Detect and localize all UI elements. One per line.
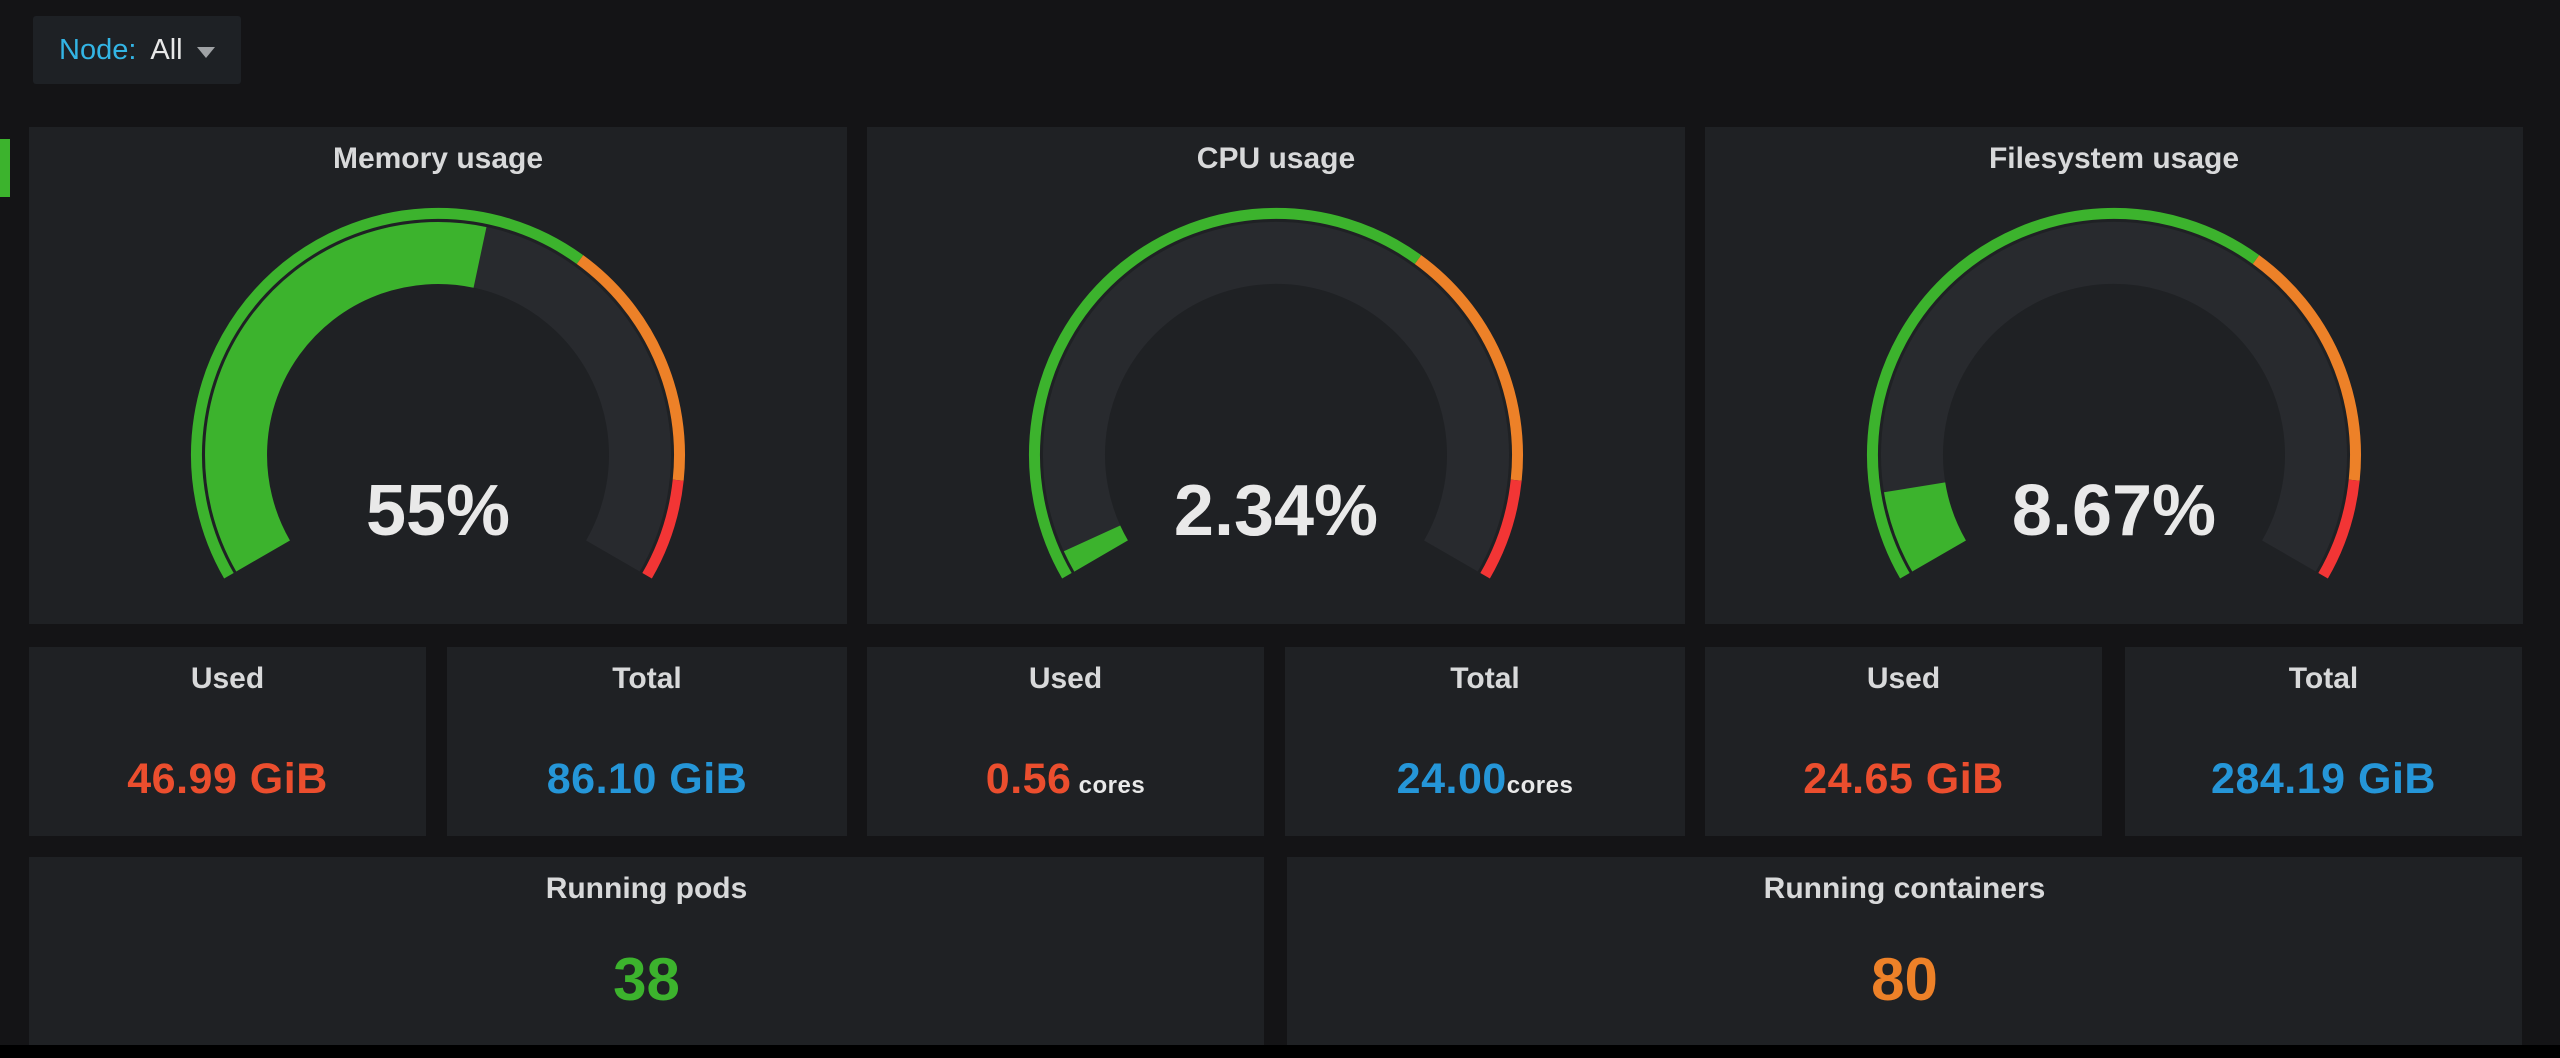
panel-title[interactable]: Total — [612, 662, 682, 695]
cpu-usage-gauge: 2.34% — [1028, 207, 1524, 579]
row-tab[interactable] — [0, 139, 10, 197]
stat-value-text: 24.65 GiB — [1803, 755, 2004, 803]
panel-memory-total: Total 86.10 GiB — [447, 647, 847, 836]
stat-value: 24.65 GiB — [1705, 755, 2102, 804]
panel-title[interactable]: Used — [1028, 662, 1103, 695]
panel-running-containers: Running containers 80 — [1287, 857, 2522, 1045]
panel-title[interactable]: Running pods — [545, 872, 748, 905]
panel-cpu-total: Total 24.00cores — [1285, 647, 1685, 836]
panel-memory-used: Used 46.99 GiB — [29, 647, 426, 836]
panel-title[interactable]: Memory usage — [332, 142, 544, 175]
panel-title[interactable]: Running containers — [1763, 872, 2046, 905]
panel-title[interactable]: Total — [1450, 662, 1520, 695]
panel-title[interactable]: Used — [190, 662, 265, 695]
panel-title[interactable]: Used — [1866, 662, 1941, 695]
stat-value: 46.99 GiB — [29, 755, 426, 804]
panel-cpu-used: Used 0.56 cores — [867, 647, 1264, 836]
stat-value-text: 24.00 — [1396, 755, 1507, 803]
memory-usage-gauge: 55% — [190, 207, 686, 579]
panel-running-pods: Running pods 38 — [29, 857, 1264, 1045]
panel-memory-usage: Memory usage 55% — [29, 127, 847, 624]
panel-title[interactable]: Filesystem usage — [1988, 142, 2240, 175]
node-variable-dropdown[interactable]: Node: All — [33, 16, 241, 84]
chevron-down-icon — [196, 47, 215, 58]
stat-value: 284.19 GiB — [2125, 755, 2522, 804]
stat-unit: cores — [1506, 772, 1574, 799]
stat-value-text: 0.56 — [985, 755, 1072, 803]
stat-value: 24.00cores — [1285, 755, 1685, 804]
gauge-value-text: 2.34% — [1174, 471, 1378, 551]
stat-value: 0.56 cores — [867, 755, 1264, 804]
panel-filesystem-total: Total 284.19 GiB — [2125, 647, 2522, 836]
stat-unit: cores — [1071, 772, 1146, 799]
filesystem-usage-gauge: 8.67% — [1866, 207, 2362, 579]
bottom-bar — [0, 1045, 2560, 1058]
gauge-value-text: 55% — [366, 471, 510, 551]
node-variable-label: Node: — [59, 33, 137, 66]
counter-value: 80 — [1871, 946, 1938, 1013]
panel-cpu-usage: CPU usage 2.34% — [867, 127, 1685, 624]
stat-value-text: 86.10 GiB — [546, 755, 748, 803]
counter-value: 38 — [613, 946, 680, 1013]
panel-filesystem-usage: Filesystem usage 8.67% — [1705, 127, 2523, 624]
panel-title[interactable]: Total — [2288, 662, 2359, 695]
panel-filesystem-used: Used 24.65 GiB — [1705, 647, 2102, 836]
stat-value: 86.10 GiB — [447, 755, 847, 804]
node-variable-value[interactable]: All — [150, 33, 183, 66]
panel-title[interactable]: CPU usage — [1196, 142, 1356, 175]
stat-value-text: 284.19 GiB — [2211, 755, 2436, 803]
gauge-value-text: 8.67% — [2012, 471, 2216, 551]
stat-value-text: 46.99 GiB — [127, 755, 328, 803]
